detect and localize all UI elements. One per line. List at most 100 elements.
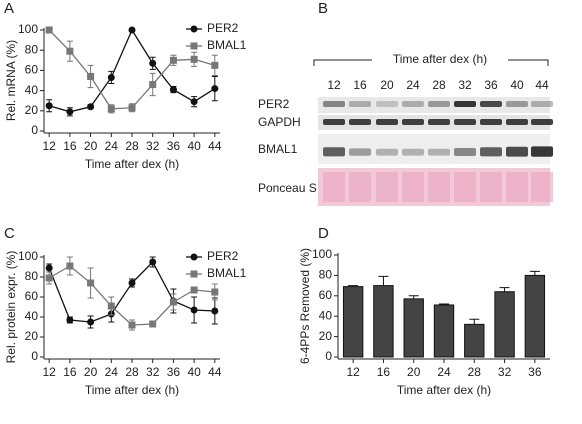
- lane-label: 32: [458, 78, 472, 92]
- x-tick-label: 16: [63, 139, 77, 153]
- error-bar: [499, 287, 510, 292]
- x-tick-label: 40: [187, 365, 201, 379]
- band: [402, 148, 424, 156]
- band: [402, 119, 424, 125]
- marker: [107, 73, 115, 81]
- y-tick-label: 100: [18, 249, 38, 263]
- band: [480, 147, 502, 157]
- x-tick-label: 36: [167, 139, 181, 153]
- y-axis-label: Rel. protein expr. (%): [4, 251, 18, 364]
- error-bar: [529, 270, 540, 276]
- ponceau-lane: [349, 172, 371, 202]
- marker: [211, 307, 219, 315]
- y-tick-label: 100: [18, 22, 38, 36]
- ponceau-lane: [428, 172, 450, 202]
- marker: [45, 26, 53, 34]
- bar: [464, 323, 485, 358]
- band: [402, 101, 424, 107]
- ponceau-lane: [323, 172, 345, 202]
- marker: [149, 81, 157, 89]
- band: [506, 119, 528, 125]
- band: [376, 101, 398, 107]
- marker: [87, 103, 95, 111]
- bar: [494, 291, 515, 358]
- y-axis-label: 6-4PPs Removed (%): [298, 248, 312, 364]
- band: [506, 146, 528, 157]
- band: [531, 146, 553, 157]
- row-label: GAPDH: [258, 115, 301, 129]
- x-axis-label: Time after dex (h): [397, 383, 491, 397]
- x-tick-label: 32: [498, 365, 512, 379]
- band: [376, 119, 398, 125]
- band: [323, 101, 345, 107]
- y-tick-label: 0: [31, 123, 38, 137]
- marker: [87, 279, 95, 287]
- marker: [211, 85, 219, 93]
- lane-label: 40: [510, 78, 524, 92]
- marker: [45, 102, 53, 110]
- marker: [190, 98, 198, 106]
- error-bar: [408, 295, 419, 299]
- marker: [87, 318, 95, 326]
- bar: [403, 298, 424, 358]
- band: [428, 101, 450, 107]
- marker: [87, 72, 95, 80]
- marker: [169, 86, 177, 94]
- lane-label: 20: [380, 78, 394, 92]
- y-tick-label: 60: [25, 289, 39, 303]
- ponceau-lane: [376, 172, 398, 202]
- y-tick-label: 80: [25, 42, 39, 56]
- legend-marker: [190, 25, 198, 33]
- band: [376, 148, 398, 156]
- y-tick-label: 60: [25, 63, 39, 77]
- x-tick-label: 16: [377, 365, 391, 379]
- series-line: [48, 28, 216, 113]
- x-tick-label: 36: [528, 365, 542, 379]
- bar: [524, 274, 546, 358]
- x-tick-label: 12: [42, 139, 56, 153]
- ponceau-lane: [506, 172, 528, 202]
- ponceau-lane: [402, 172, 424, 202]
- blot-title: Time after dex (h): [393, 52, 487, 66]
- x-tick-label: 28: [125, 139, 139, 153]
- legend-marker: [190, 253, 198, 261]
- band: [531, 119, 553, 125]
- marker: [66, 262, 74, 270]
- lane-label: 12: [327, 78, 341, 92]
- marker: [45, 274, 53, 282]
- y-tick-label: 40: [25, 309, 39, 323]
- x-axis-label: Time after dex (h): [85, 383, 179, 397]
- marker: [128, 279, 136, 287]
- x-tick-label: 44: [208, 139, 222, 153]
- marker: [66, 47, 74, 55]
- row-label: PER2: [258, 97, 290, 111]
- y-axis-label: Rel. mRNA (%): [4, 40, 18, 121]
- y-tick-label: 0: [325, 349, 332, 363]
- lane-label: 44: [535, 78, 549, 92]
- y-tick-label: 20: [319, 329, 333, 343]
- lane-label: 24: [406, 78, 420, 92]
- marker: [128, 321, 136, 329]
- band: [480, 119, 502, 125]
- y-tick-label: 40: [319, 308, 333, 322]
- legend-marker: [190, 42, 198, 50]
- bar: [433, 304, 455, 358]
- error-bar: [469, 318, 480, 325]
- marker: [128, 26, 136, 34]
- x-axis-label: Time after dex (h): [85, 157, 179, 171]
- legend-marker: [190, 270, 198, 278]
- marker: [190, 55, 198, 63]
- bracket-gap: [372, 54, 508, 66]
- band: [349, 148, 371, 156]
- x-tick-label: 24: [105, 365, 119, 379]
- x-tick-label: 40: [187, 139, 201, 153]
- marker: [66, 316, 74, 324]
- panel-letter: D: [318, 225, 329, 242]
- band: [323, 119, 345, 125]
- y-tick-label: 100: [312, 247, 332, 261]
- panel-letter: C: [4, 225, 15, 242]
- legend-label: BMAL1: [207, 38, 247, 52]
- legend-label: PER2: [207, 249, 239, 263]
- band: [480, 101, 502, 107]
